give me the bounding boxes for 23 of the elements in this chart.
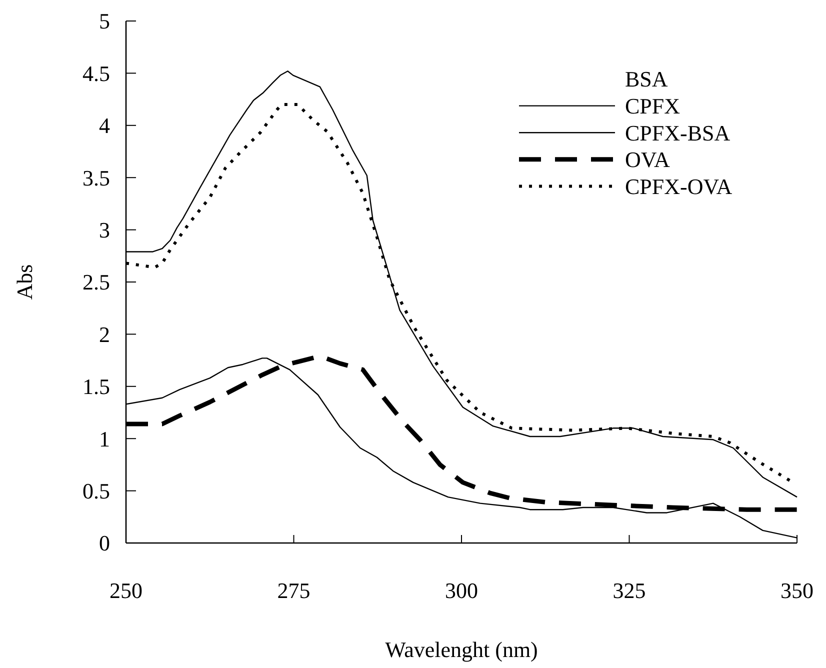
y-tick-label: 5 xyxy=(99,8,110,34)
x-tick-label: 275 xyxy=(277,578,310,603)
y-tick-label: 3 xyxy=(99,218,110,242)
y-tick-label: 4.5 xyxy=(82,60,110,86)
y-tick-label: 2 xyxy=(99,322,110,347)
legend-label: OVA xyxy=(625,147,670,172)
legend-label: CPFX xyxy=(625,94,680,118)
y-tick-label: 1 xyxy=(99,426,110,452)
legend-title: BSA xyxy=(625,66,668,92)
legend-label: CPFX-BSA xyxy=(625,120,730,146)
legend-label: CPFX-OVA xyxy=(625,174,732,199)
y-tick-label: 2.5 xyxy=(82,270,110,295)
x-axis-title: Wavelenght (nm) xyxy=(385,637,538,662)
y-axis-title: Abs xyxy=(12,264,37,300)
y-tick-label: 4 xyxy=(99,113,110,138)
x-tick-label: 300 xyxy=(445,578,478,603)
x-tick-label: 250 xyxy=(110,578,142,603)
y-tick-label: 3.5 xyxy=(82,165,110,190)
y-tick-label: 0 xyxy=(99,530,110,556)
x-tick-label: 350 xyxy=(780,578,814,603)
y-tick-label: 0.5 xyxy=(82,478,110,504)
y-tick-label: 1.5 xyxy=(82,374,110,400)
x-tick-label: 325 xyxy=(612,578,646,603)
